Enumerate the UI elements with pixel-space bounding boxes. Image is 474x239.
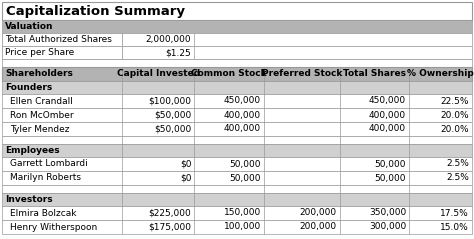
Bar [2,193,472,206]
Bar [2,94,472,108]
Text: $175,000: $175,000 [148,223,191,232]
Bar [2,81,472,94]
Text: Capital Invested: Capital Invested [117,70,200,78]
Text: 2.5%: 2.5% [446,159,469,168]
Bar [122,46,194,59]
Bar [2,59,472,67]
Text: $100,000: $100,000 [148,97,191,105]
Text: Preferred Stock: Preferred Stock [262,70,342,78]
Text: Total Shares: Total Shares [343,70,406,78]
Bar [2,33,122,46]
Text: 15.0%: 15.0% [440,223,469,232]
Text: 50,000: 50,000 [229,159,261,168]
Text: Capitalization Summary: Capitalization Summary [6,5,185,17]
Text: 22.5%: 22.5% [440,97,469,105]
Text: Ellen Crandall: Ellen Crandall [10,97,73,105]
Bar [2,136,472,144]
Text: 50,000: 50,000 [374,159,406,168]
Text: $1.25: $1.25 [166,48,191,57]
Bar [2,46,472,59]
Text: % Ownership: % Ownership [407,70,474,78]
Text: Tyler Mendez: Tyler Mendez [10,125,70,134]
Text: 450,000: 450,000 [224,97,261,105]
Text: $0: $0 [180,159,191,168]
Text: Investors: Investors [5,195,53,204]
Text: Elmira Bolzcak: Elmira Bolzcak [10,208,76,217]
Text: 20.0%: 20.0% [440,110,469,120]
Bar [2,206,472,220]
Bar [2,108,472,122]
Text: 350,000: 350,000 [369,208,406,217]
Text: Valuation: Valuation [5,22,54,31]
Text: Common Stock: Common Stock [191,70,267,78]
Bar [2,46,122,59]
Text: Price per Share: Price per Share [5,48,74,57]
Text: $50,000: $50,000 [154,125,191,134]
Text: 400,000: 400,000 [224,110,261,120]
Text: $225,000: $225,000 [149,208,191,217]
Text: $0: $0 [180,174,191,183]
Text: Employees: Employees [5,146,60,155]
Text: 400,000: 400,000 [369,110,406,120]
Bar [2,2,472,20]
Text: 20.0%: 20.0% [440,125,469,134]
Bar [2,220,472,234]
Bar [2,67,472,81]
Text: Garrett Lombardi: Garrett Lombardi [10,159,88,168]
Text: 400,000: 400,000 [224,125,261,134]
Text: 300,000: 300,000 [369,223,406,232]
Bar [2,20,472,33]
Bar [2,157,472,171]
Bar [2,33,472,46]
Text: 400,000: 400,000 [369,125,406,134]
Bar [2,171,472,185]
Text: 50,000: 50,000 [229,174,261,183]
Text: Founders: Founders [5,83,52,92]
Text: $50,000: $50,000 [154,110,191,120]
Text: 200,000: 200,000 [300,208,337,217]
Text: 450,000: 450,000 [369,97,406,105]
Text: 2,000,000: 2,000,000 [146,35,191,44]
Text: 200,000: 200,000 [300,223,337,232]
Bar [2,144,472,157]
Text: 100,000: 100,000 [224,223,261,232]
Text: Henry Witherspoon: Henry Witherspoon [10,223,97,232]
Bar [2,122,472,136]
Bar [2,185,472,193]
Bar [122,33,194,46]
Text: Shareholders: Shareholders [5,70,73,78]
Text: Total Authorized Shares: Total Authorized Shares [5,35,112,44]
Text: 17.5%: 17.5% [440,208,469,217]
Text: 50,000: 50,000 [374,174,406,183]
Text: 150,000: 150,000 [224,208,261,217]
Text: 2.5%: 2.5% [446,174,469,183]
Text: Ron McOmber: Ron McOmber [10,110,73,120]
Text: Marilyn Roberts: Marilyn Roberts [10,174,81,183]
